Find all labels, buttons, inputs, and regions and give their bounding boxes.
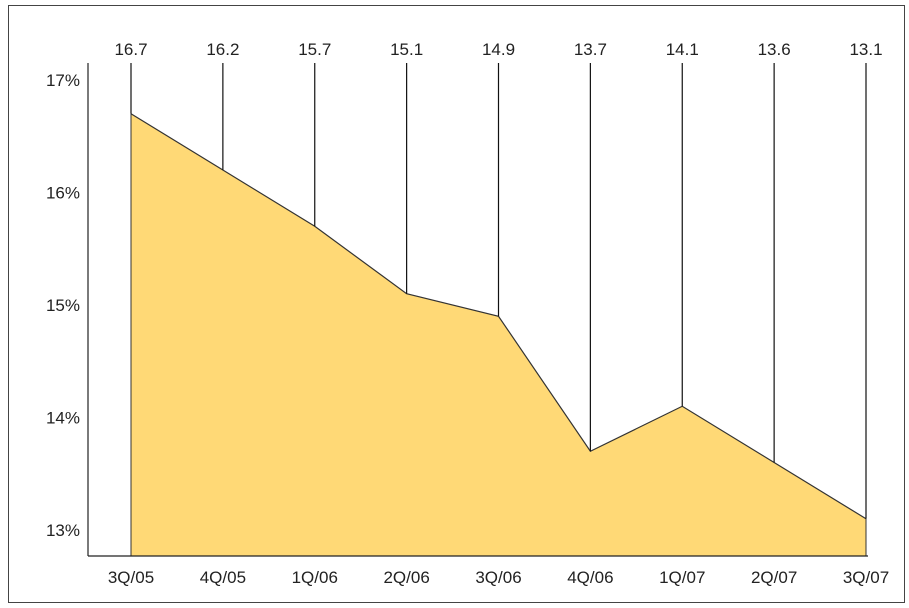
x-tick-label: 3Q/05 bbox=[108, 568, 154, 587]
y-tick-label: 17% bbox=[46, 71, 80, 90]
y-tick-label: 15% bbox=[46, 296, 80, 315]
x-tick-label: 3Q/07 bbox=[843, 568, 889, 587]
data-label: 13.7 bbox=[574, 40, 607, 59]
area-fill bbox=[131, 113, 866, 556]
y-tick-label: 16% bbox=[46, 184, 80, 203]
x-tick-label: 2Q/06 bbox=[383, 568, 429, 587]
data-label: 14.1 bbox=[666, 40, 699, 59]
data-label: 13.1 bbox=[849, 40, 882, 59]
x-tick-label: 2Q/07 bbox=[751, 568, 797, 587]
data-label: 16.7 bbox=[114, 40, 147, 59]
data-label: 15.1 bbox=[390, 40, 423, 59]
y-tick-label: 14% bbox=[46, 409, 80, 428]
x-tick-label: 3Q/06 bbox=[475, 568, 521, 587]
data-label: 13.6 bbox=[758, 40, 791, 59]
data-label: 14.9 bbox=[482, 40, 515, 59]
data-label: 16.2 bbox=[206, 40, 239, 59]
data-label: 15.7 bbox=[298, 40, 331, 59]
x-tick-label: 1Q/06 bbox=[292, 568, 338, 587]
chart-frame bbox=[8, 5, 905, 603]
x-tick-label: 4Q/06 bbox=[567, 568, 613, 587]
x-tick-label: 4Q/05 bbox=[200, 568, 246, 587]
x-tick-label: 1Q/07 bbox=[659, 568, 705, 587]
y-tick-label: 13% bbox=[46, 521, 80, 540]
